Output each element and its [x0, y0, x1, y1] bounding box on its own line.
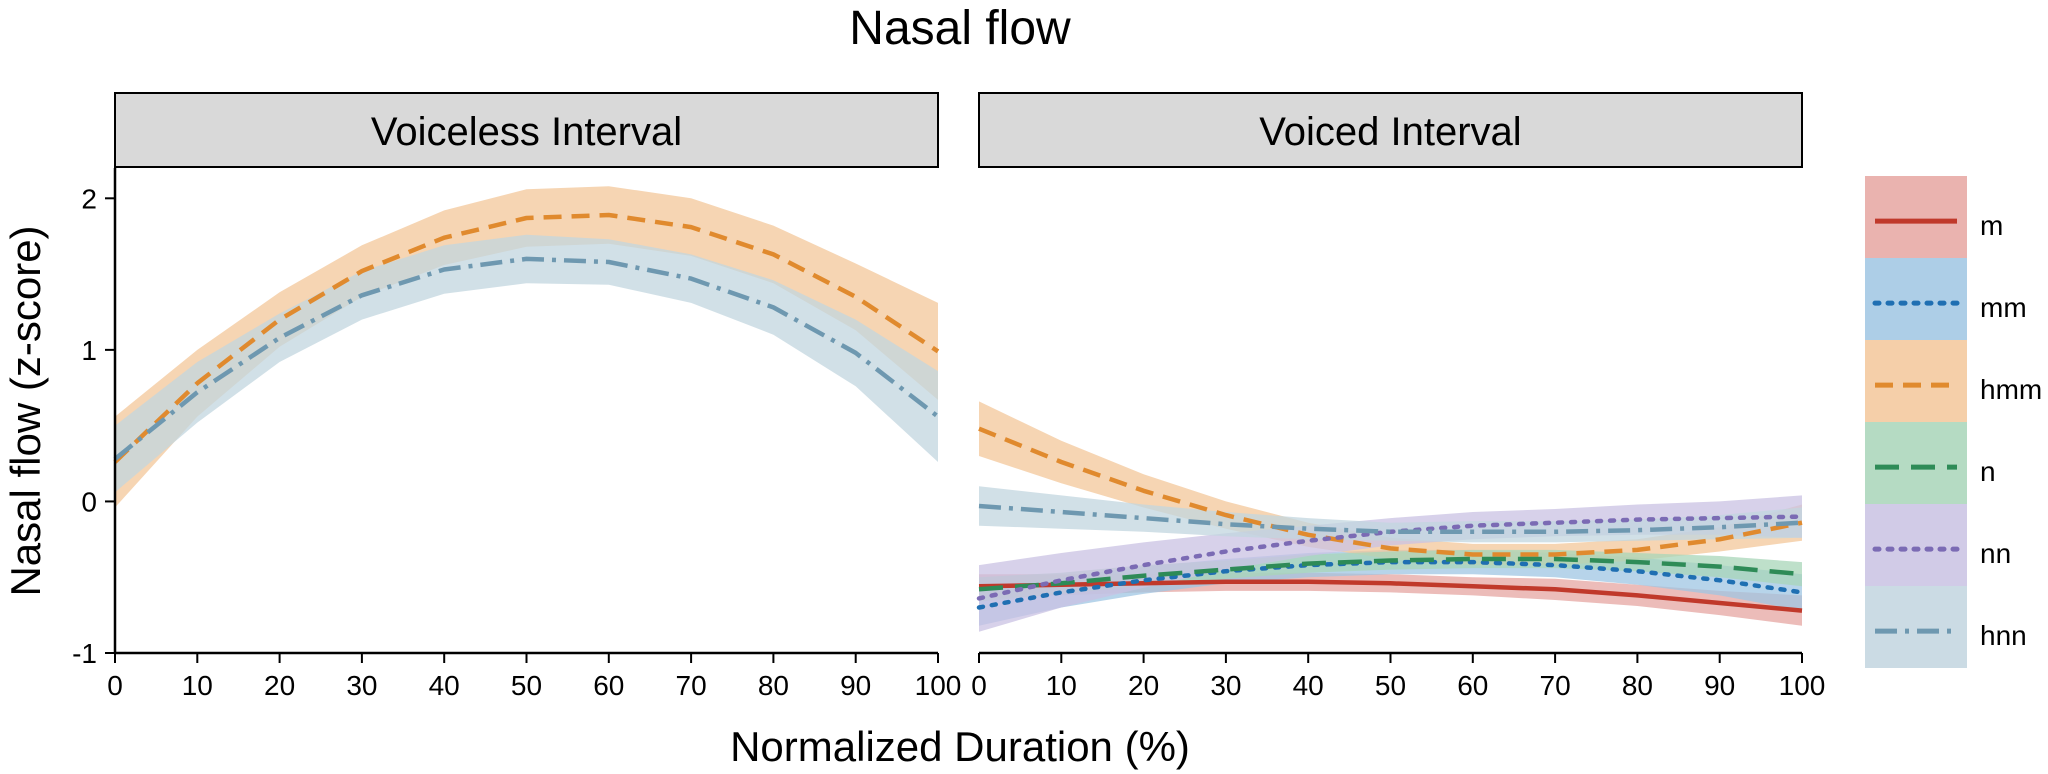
x-tick-label: 0 — [107, 670, 123, 701]
x-axis-label: Normalized Duration (%) — [730, 723, 1190, 770]
y-tick-label: 0 — [81, 486, 97, 517]
x-tick-label: 80 — [1622, 670, 1653, 701]
legend-item-hmm: hmm — [1865, 340, 2042, 422]
series-line-hmm — [113, 212, 940, 464]
ci-band-hmm — [115, 186, 938, 508]
x-tick-label: 50 — [1375, 670, 1406, 701]
x-tick-label: 90 — [840, 670, 871, 701]
x-tick-label: 30 — [346, 670, 377, 701]
x-tick-label: 40 — [1293, 670, 1324, 701]
series-line-hmm — [978, 426, 1803, 557]
legend-item-hnn: hnn — [1865, 586, 2027, 668]
legend-key-band — [1865, 258, 1967, 340]
x-tick-label: 50 — [511, 670, 542, 701]
legend-item-nn: nn — [1865, 504, 2011, 586]
legend-label: nn — [1980, 538, 2011, 569]
legend-item-n: n — [1865, 422, 1996, 504]
x-tick-label: 100 — [915, 670, 962, 701]
legend-key-band — [1865, 340, 1967, 422]
x-tick-label: 40 — [429, 670, 460, 701]
ci-band-hnn — [979, 486, 1802, 543]
series-line-nn — [976, 514, 1805, 601]
x-tick-label: 60 — [593, 670, 624, 701]
series-line-m — [978, 579, 1803, 613]
x-tick-label: 20 — [264, 670, 295, 701]
ci-band-hmm — [979, 401, 1802, 566]
panel-strip — [114, 92, 939, 168]
legend-key-band — [1865, 586, 1967, 668]
x-tick-label: 70 — [1540, 670, 1571, 701]
series-line-n — [978, 556, 1803, 592]
legend-key-band — [1865, 176, 1967, 258]
y-tick-label: 1 — [81, 335, 97, 366]
series-line-hnn — [113, 256, 940, 461]
panel-strip-label: Voiceless Interval — [371, 110, 682, 154]
y-tick-label: 2 — [81, 183, 97, 214]
x-tick-label: 10 — [182, 670, 213, 701]
x-tick-label: 100 — [1779, 670, 1826, 701]
chart-title: Nasal flow — [849, 2, 1071, 55]
x-tick-label: 80 — [758, 670, 789, 701]
legend-item-mm: mm — [1865, 258, 2027, 340]
panel-strip — [978, 92, 1803, 168]
legend-key-band — [1865, 504, 1967, 586]
ci-band-hnn — [115, 234, 938, 493]
y-axis-label: Nasal flow (z-score) — [2, 225, 49, 596]
legend-label: m — [1980, 210, 2003, 241]
x-tick-label: 60 — [1457, 670, 1488, 701]
legend-label: hmm — [1980, 374, 2042, 405]
legend-key-band — [1865, 422, 1967, 504]
x-tick-label: 20 — [1128, 670, 1159, 701]
legend-item-m: m — [1865, 176, 2003, 258]
x-tick-label: 10 — [1046, 670, 1077, 701]
x-tick-label: 70 — [676, 670, 707, 701]
panel-2: Voiced Interval 0 10 20 30 40 50 60 70 80 90 100 — [971, 92, 1826, 701]
panel-strip-label: Voiced Interval — [1259, 110, 1521, 154]
x-tick-label: 0 — [971, 670, 987, 701]
series-line-hnn — [978, 503, 1803, 535]
y-tick-label: -1 — [72, 638, 97, 669]
x-tick-label: 90 — [1704, 670, 1735, 701]
legend-label: n — [1980, 456, 1996, 487]
x-tick-label: 30 — [1210, 670, 1241, 701]
legend-label: mm — [1980, 292, 2027, 323]
legend-label: hnn — [1980, 620, 2027, 651]
